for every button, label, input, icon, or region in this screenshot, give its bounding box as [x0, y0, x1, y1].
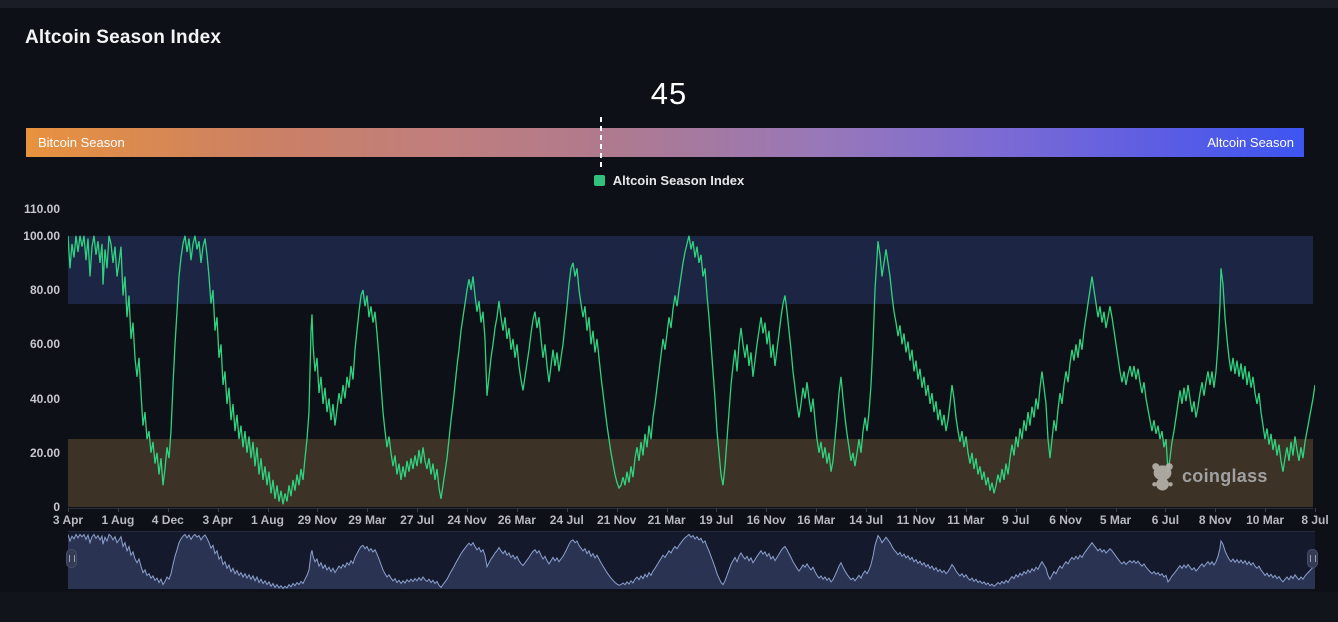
x-axis-tick — [1265, 508, 1267, 512]
altcoin-season-index-line — [68, 235, 1315, 505]
season-gauge-bar: Bitcoin Season Altcoin Season — [26, 117, 1304, 168]
x-axis-tick — [866, 508, 868, 512]
x-axis-tick — [1315, 508, 1316, 512]
main-series-plot[interactable] — [68, 200, 1315, 512]
x-axis-tick — [916, 508, 917, 512]
gauge-marker — [600, 117, 603, 168]
navigator-line — [68, 533, 1315, 589]
x-axis-label: 21 Mar — [647, 513, 686, 527]
x-axis-label: 19 Jul — [699, 513, 734, 527]
x-axis-label: 16 Mar — [797, 513, 836, 527]
x-axis-label: 27 Jul — [400, 513, 435, 527]
x-axis-tick — [1065, 508, 1067, 512]
navigator-left-handle[interactable] — [66, 549, 77, 568]
x-axis-label: 21 Nov — [597, 513, 637, 527]
y-axis-label: 20.00 — [29, 446, 60, 460]
x-axis-tick — [267, 508, 269, 512]
x-axis-tick — [1115, 508, 1117, 512]
x-axis-label: 3 Apr — [202, 513, 233, 527]
x-axis-label: 4 Dec — [151, 513, 184, 527]
x-axis-line — [68, 508, 1313, 509]
navigator-right-handle[interactable] — [1307, 549, 1318, 568]
x-axis-label: 29 Nov — [297, 513, 338, 527]
x-axis-label: 3 Apr — [52, 513, 84, 527]
legend-label[interactable]: Altcoin Season Index — [612, 172, 745, 188]
x-axis-label: 14 Jul — [849, 513, 884, 527]
x-axis-label: 11 Nov — [896, 513, 936, 527]
handle-grip-icon — [68, 555, 75, 562]
x-axis-tick — [566, 508, 568, 512]
x-axis-tick — [766, 508, 768, 512]
watermark-text: coinglass — [1182, 466, 1268, 486]
x-axis-tick — [467, 508, 468, 512]
navigator-area — [68, 534, 1315, 589]
x-axis-label: 8 Nov — [1198, 513, 1232, 527]
x-axis-tick — [417, 508, 419, 512]
x-axis-label: 29 Mar — [348, 513, 387, 527]
page-top-strip — [0, 0, 1338, 8]
x-axis-tick — [666, 508, 668, 512]
legend-swatch-icon[interactable] — [593, 174, 605, 186]
coinglass-watermark: coinglass — [1150, 462, 1268, 491]
x-axis-tick — [516, 508, 518, 512]
x-axis-label: 6 Jul — [1151, 513, 1180, 527]
x-axis-tick — [217, 508, 219, 512]
season-index-value: 45 — [650, 76, 688, 111]
coinglass-bear-icon — [1152, 463, 1173, 491]
x-axis-label: 26 Mar — [497, 513, 536, 527]
x-axis-tick — [716, 508, 718, 512]
x-axis-tick — [117, 508, 119, 512]
x-axis-label: 16 Nov — [746, 513, 786, 527]
x-axis-tick — [68, 508, 69, 512]
x-axis-label: 11 Mar — [947, 513, 985, 527]
y-axis-label: 0 — [53, 500, 60, 514]
x-axis-tick — [965, 508, 967, 512]
page-title: Altcoin Season Index — [25, 27, 222, 48]
x-axis-tick — [167, 508, 169, 512]
x-axis-label: 1 Aug — [101, 513, 135, 527]
altcoin-season-label: Altcoin Season — [1207, 135, 1294, 150]
x-axis-tick — [317, 508, 319, 512]
x-axis-label: 6 Nov — [1049, 513, 1082, 527]
x-axis-tick — [616, 508, 618, 512]
handle-grip-icon — [1309, 555, 1316, 562]
navigator-plot[interactable] — [68, 532, 1315, 589]
y-axis-label: 80.00 — [29, 283, 60, 297]
y-axis-label: 60.00 — [29, 337, 60, 351]
x-axis-label: 24 Nov — [447, 513, 487, 527]
bitcoin-season-label: Bitcoin Season — [38, 135, 125, 150]
y-axis-label: 100.00 — [23, 229, 60, 243]
legend: Altcoin Season Index — [0, 172, 1338, 188]
navigator[interactable] — [68, 531, 1315, 589]
y-axis-label: 110.00 — [23, 202, 60, 216]
x-axis-tick — [816, 508, 818, 512]
x-axis-label: 9 Jul — [1002, 513, 1030, 527]
x-axis-label: 8 Jul — [1301, 513, 1329, 527]
x-axis-tick — [1015, 508, 1017, 512]
x-axis-tick — [367, 508, 369, 512]
x-axis-label: 1 Aug — [251, 513, 284, 527]
x-axis-tick — [1215, 508, 1217, 512]
x-axis-label: 24 Jul — [549, 513, 584, 527]
y-axis-label: 40.00 — [29, 392, 60, 406]
x-axis-tick — [1165, 508, 1167, 512]
x-axis-label: 10 Mar — [1246, 513, 1285, 527]
x-axis-label: 5 Mar — [1099, 513, 1132, 527]
